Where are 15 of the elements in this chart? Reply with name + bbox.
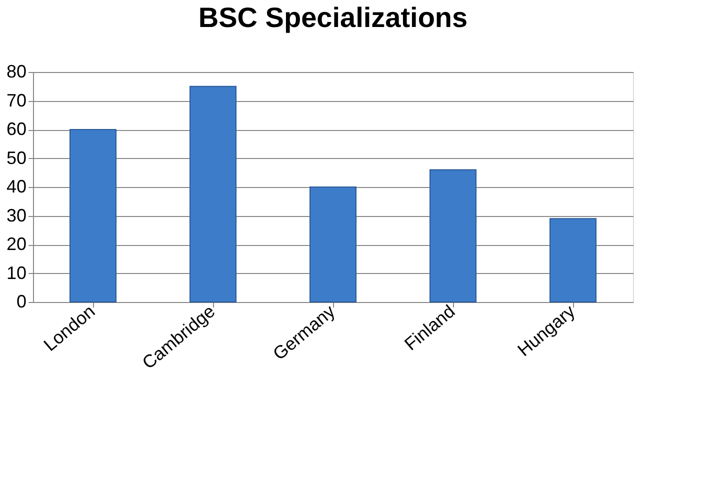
y-tick-label: 0	[16, 292, 26, 312]
y-tick-label: 80	[6, 62, 26, 82]
bar	[70, 129, 116, 302]
bar	[550, 218, 596, 302]
y-tick-label: 70	[6, 90, 26, 110]
chart-title: BSC Specializations	[198, 2, 468, 33]
y-tick-label: 10	[6, 262, 26, 283]
bar	[430, 169, 476, 302]
y-tick-label: 40	[6, 176, 26, 196]
y-tick-label: 50	[6, 148, 26, 168]
y-tick-label: 30	[6, 205, 26, 226]
bar	[190, 86, 236, 302]
bar	[310, 186, 356, 302]
y-tick-label: 60	[6, 119, 26, 139]
y-tick-label: 20	[6, 234, 26, 254]
